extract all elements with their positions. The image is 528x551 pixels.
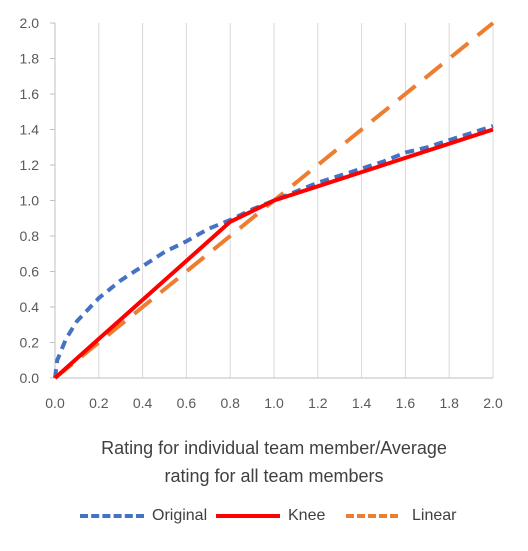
x-tick-label: 0.0 (45, 395, 65, 411)
x-tick-label: 1.6 (396, 395, 416, 411)
legend-item-original: Original (80, 503, 207, 529)
series-line-knee (53, 127, 494, 380)
legend-item-knee: Knee (216, 503, 325, 529)
x-tick-label: 0.6 (177, 395, 197, 411)
x-tick-label: 1.2 (308, 395, 328, 411)
y-tick-label: 2.0 (20, 15, 40, 31)
x-tick-label: 1.8 (439, 395, 459, 411)
series-lines (53, 21, 495, 380)
y-tick-label: 1.2 (20, 157, 40, 173)
x-tick-label: 1.0 (264, 395, 284, 411)
x-tick-labels: 0.0 0.2 0.4 0.6 0.8 1.0 1.2 1.4 1.6 1.8 2.0 (45, 395, 503, 411)
x-axis-label-line-1: Rating for individual team member/Averag… (101, 438, 447, 458)
x-tick-label: 0.4 (133, 395, 153, 411)
legend-swatch-original (80, 514, 144, 518)
y-tick-label: 0.6 (20, 264, 40, 280)
x-axis-label-line-2: rating for all team members (164, 466, 384, 486)
x-tick-label: 2.0 (483, 395, 503, 411)
axes (50, 22, 493, 379)
y-tick-label: 0.8 (20, 228, 40, 244)
legend-label-linear: Linear (412, 507, 457, 524)
x-tick-label: 0.8 (220, 395, 240, 411)
y-tick-label: 0.2 (20, 335, 40, 351)
legend-label-original: Original (152, 507, 208, 524)
legend-label-knee: Knee (288, 507, 326, 524)
legend-swatch-linear (346, 514, 398, 518)
legend: Original Knee Linear (0, 503, 528, 529)
y-tick-label: 0.0 (20, 370, 40, 386)
y-tick-label: 1.0 (20, 193, 40, 209)
y-tick-label: 1.6 (20, 86, 40, 102)
grid (98, 23, 494, 378)
x-tick-label: 1.4 (352, 395, 372, 411)
x-tick-label: 0.2 (89, 395, 109, 411)
legend-item-linear: Linear (346, 503, 456, 529)
y-tick-label: 1.8 (20, 51, 40, 67)
y-tick-labels: 0.0 0.2 0.4 0.6 0.8 1.0 1.2 1.4 1.6 1.8 2.0 (20, 15, 40, 386)
legend-swatch-knee (216, 514, 280, 518)
y-tick-label: 1.4 (20, 122, 40, 138)
y-tick-label: 0.4 (20, 299, 40, 315)
